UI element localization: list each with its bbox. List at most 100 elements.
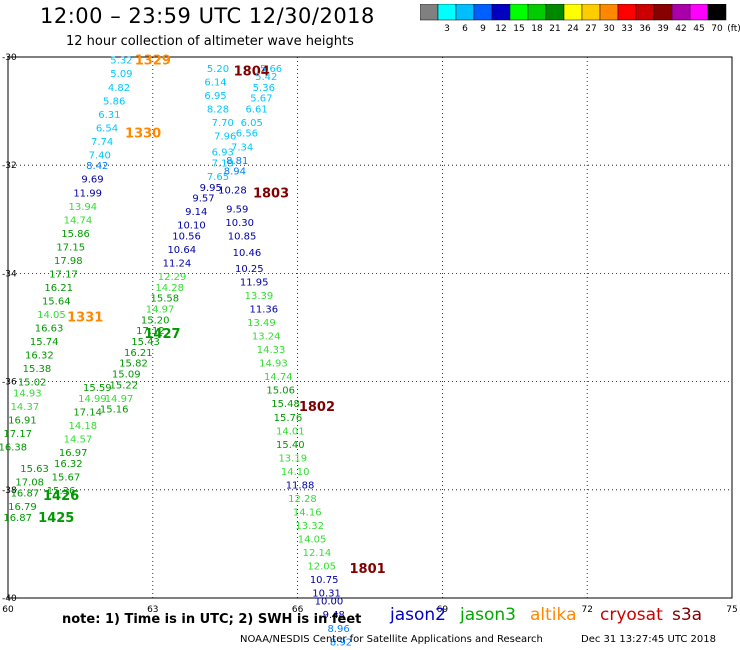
wave-height-value: 15.86: [61, 229, 90, 240]
wave-height-value: 11.24: [163, 259, 192, 270]
map-grid: [7, 56, 733, 599]
color-scale-tick: 70: [711, 24, 723, 34]
wave-height-value: 7.40: [89, 150, 111, 161]
wave-height-value: 16.21: [124, 348, 153, 359]
wave-height-value: 9.14: [185, 207, 207, 218]
wave-height-value: 17.12: [136, 326, 165, 337]
wave-height-value: 5.42: [255, 72, 277, 83]
wave-height-value: 8.96: [327, 624, 349, 635]
page-subtitle: 12 hour collection of altimeter wave hei…: [66, 34, 354, 49]
wave-height-value: 5.09: [110, 69, 132, 80]
wave-height-value: 14.74: [64, 215, 93, 226]
wave-height-value: 16.91: [8, 415, 37, 426]
track-labels: 1329 1330 1331 1427 1426 1425 1804 1803 1802 1801: [38, 54, 386, 578]
wave-height-value: 12.28: [288, 494, 317, 505]
track-label: 1804: [234, 65, 270, 80]
track-label: 1427: [144, 327, 180, 342]
color-scale-swatch: [707, 3, 727, 21]
wave-height-value: 9.48: [323, 610, 345, 621]
wave-height-value: 15.48: [271, 399, 300, 410]
lon-tick-label: 69: [437, 605, 449, 615]
color-scale-tick: 18: [531, 24, 543, 34]
wave-height-value: 5.86: [103, 96, 125, 107]
wave-height-value: 15.63: [20, 464, 49, 475]
wave-height-value: 14.97: [105, 394, 134, 405]
wave-height-value: 15.74: [30, 337, 59, 348]
wave-height-value: 15.38: [23, 364, 52, 375]
color-scale-tick: 39: [657, 24, 669, 34]
track-label: 1331: [67, 311, 103, 326]
wave-height-value: 6.54: [96, 123, 118, 134]
wave-height-value: 5.66: [260, 64, 282, 75]
wave-height-value: 10.31: [312, 589, 341, 600]
wave-height-value: 9.69: [81, 175, 103, 186]
wave-height-value: 17.15: [56, 242, 85, 253]
wave-height-value: 11.36: [249, 305, 278, 316]
wave-height-value: 13.94: [68, 202, 97, 213]
wave-height-value: 17.17: [3, 429, 32, 440]
wave-height-value: 13.49: [247, 318, 276, 329]
wave-height-value: 15.67: [52, 472, 81, 483]
lat-tick-label: -34: [2, 269, 17, 279]
color-scale-tick: 45: [693, 24, 705, 34]
wave-height-value: 12.29: [158, 272, 187, 283]
wave-height-value: 14.10: [281, 467, 310, 478]
wave-height-value: 13.39: [245, 291, 274, 302]
wave-height-value: 17.98: [54, 256, 83, 267]
wave-height-value: 6.56: [236, 129, 258, 140]
wave-height-value: 13.32: [295, 521, 324, 532]
wave-height-value: 5.32: [110, 56, 132, 67]
wave-height-value: 11.88: [286, 480, 315, 491]
wave-height-value: 16.21: [44, 283, 73, 294]
wave-height-value: 10.75: [310, 575, 339, 586]
wave-height-value: 10.10: [177, 221, 206, 232]
wave-height-value: 6.05: [241, 118, 263, 129]
wave-height-value: 16.87: [3, 513, 32, 524]
wave-height-value: 14.33: [257, 345, 286, 356]
wave-height-value: 9.95: [200, 183, 222, 194]
wave-height-value: 14.05: [298, 534, 327, 545]
footer-timestamp: Dec 31 13:27:45 UTC 2018: [581, 634, 716, 645]
color-scale-tick: 42: [675, 24, 687, 34]
wave-height-value: 7.65: [207, 172, 229, 183]
wave-height-value: 14.99: [78, 394, 107, 405]
wave-height-value: 15.58: [151, 294, 180, 305]
wave-height-value: 15.76: [274, 413, 303, 424]
page-title: 12:00 – 23:59 UTC 12/30/2018: [40, 4, 375, 28]
satellite-jason3: jason3: [460, 605, 516, 625]
track-label: 1329: [135, 54, 171, 69]
wave-height-value: 17.08: [15, 478, 44, 489]
wave-height-value: 14.16: [293, 507, 322, 518]
wave-height-value: 6.31: [98, 110, 120, 121]
wave-height-value: 14.74: [264, 372, 293, 383]
wave-height-value: 8.94: [224, 167, 246, 178]
wave-height-value: 8.42: [86, 161, 108, 172]
color-scale-tick: 21: [549, 24, 561, 34]
footer-credit: NOAA/NESDIS Center for Satellite Applica…: [240, 634, 543, 645]
wave-height-value: 15.22: [110, 380, 139, 391]
color-scale-tick: 9: [480, 24, 486, 34]
track-label: 1801: [349, 562, 385, 577]
wave-height-value: 7.74: [91, 137, 113, 148]
wave-height-value: 8.81: [226, 156, 248, 167]
wave-height-value: 14.93: [13, 388, 42, 399]
wave-height-value: 15.40: [276, 440, 305, 451]
wave-height-value: 8.92: [330, 637, 352, 648]
lat-tick-label: -36: [2, 378, 17, 388]
wave-height-value: 7.70: [212, 118, 234, 129]
wave-height-value: 11.95: [240, 278, 269, 289]
color-scale-unit: (ft): [727, 24, 740, 34]
wave-height-value: 16.63: [35, 324, 64, 335]
wave-height-value: 11.99: [73, 188, 102, 199]
wave-height-value: 17.17: [49, 269, 78, 280]
wave-height-value: 16.79: [8, 502, 37, 513]
color-scale-tick: 12: [495, 24, 507, 34]
color-scale-tick: 24: [567, 24, 579, 34]
wave-height-value: 15.16: [100, 405, 129, 416]
lat-tick-label: -30: [2, 53, 17, 63]
wave-height-value: 15.64: [42, 296, 71, 307]
track-label: 1426: [43, 489, 79, 504]
track-label: 1330: [125, 127, 161, 142]
wave-height-value: 6.93: [212, 148, 234, 159]
